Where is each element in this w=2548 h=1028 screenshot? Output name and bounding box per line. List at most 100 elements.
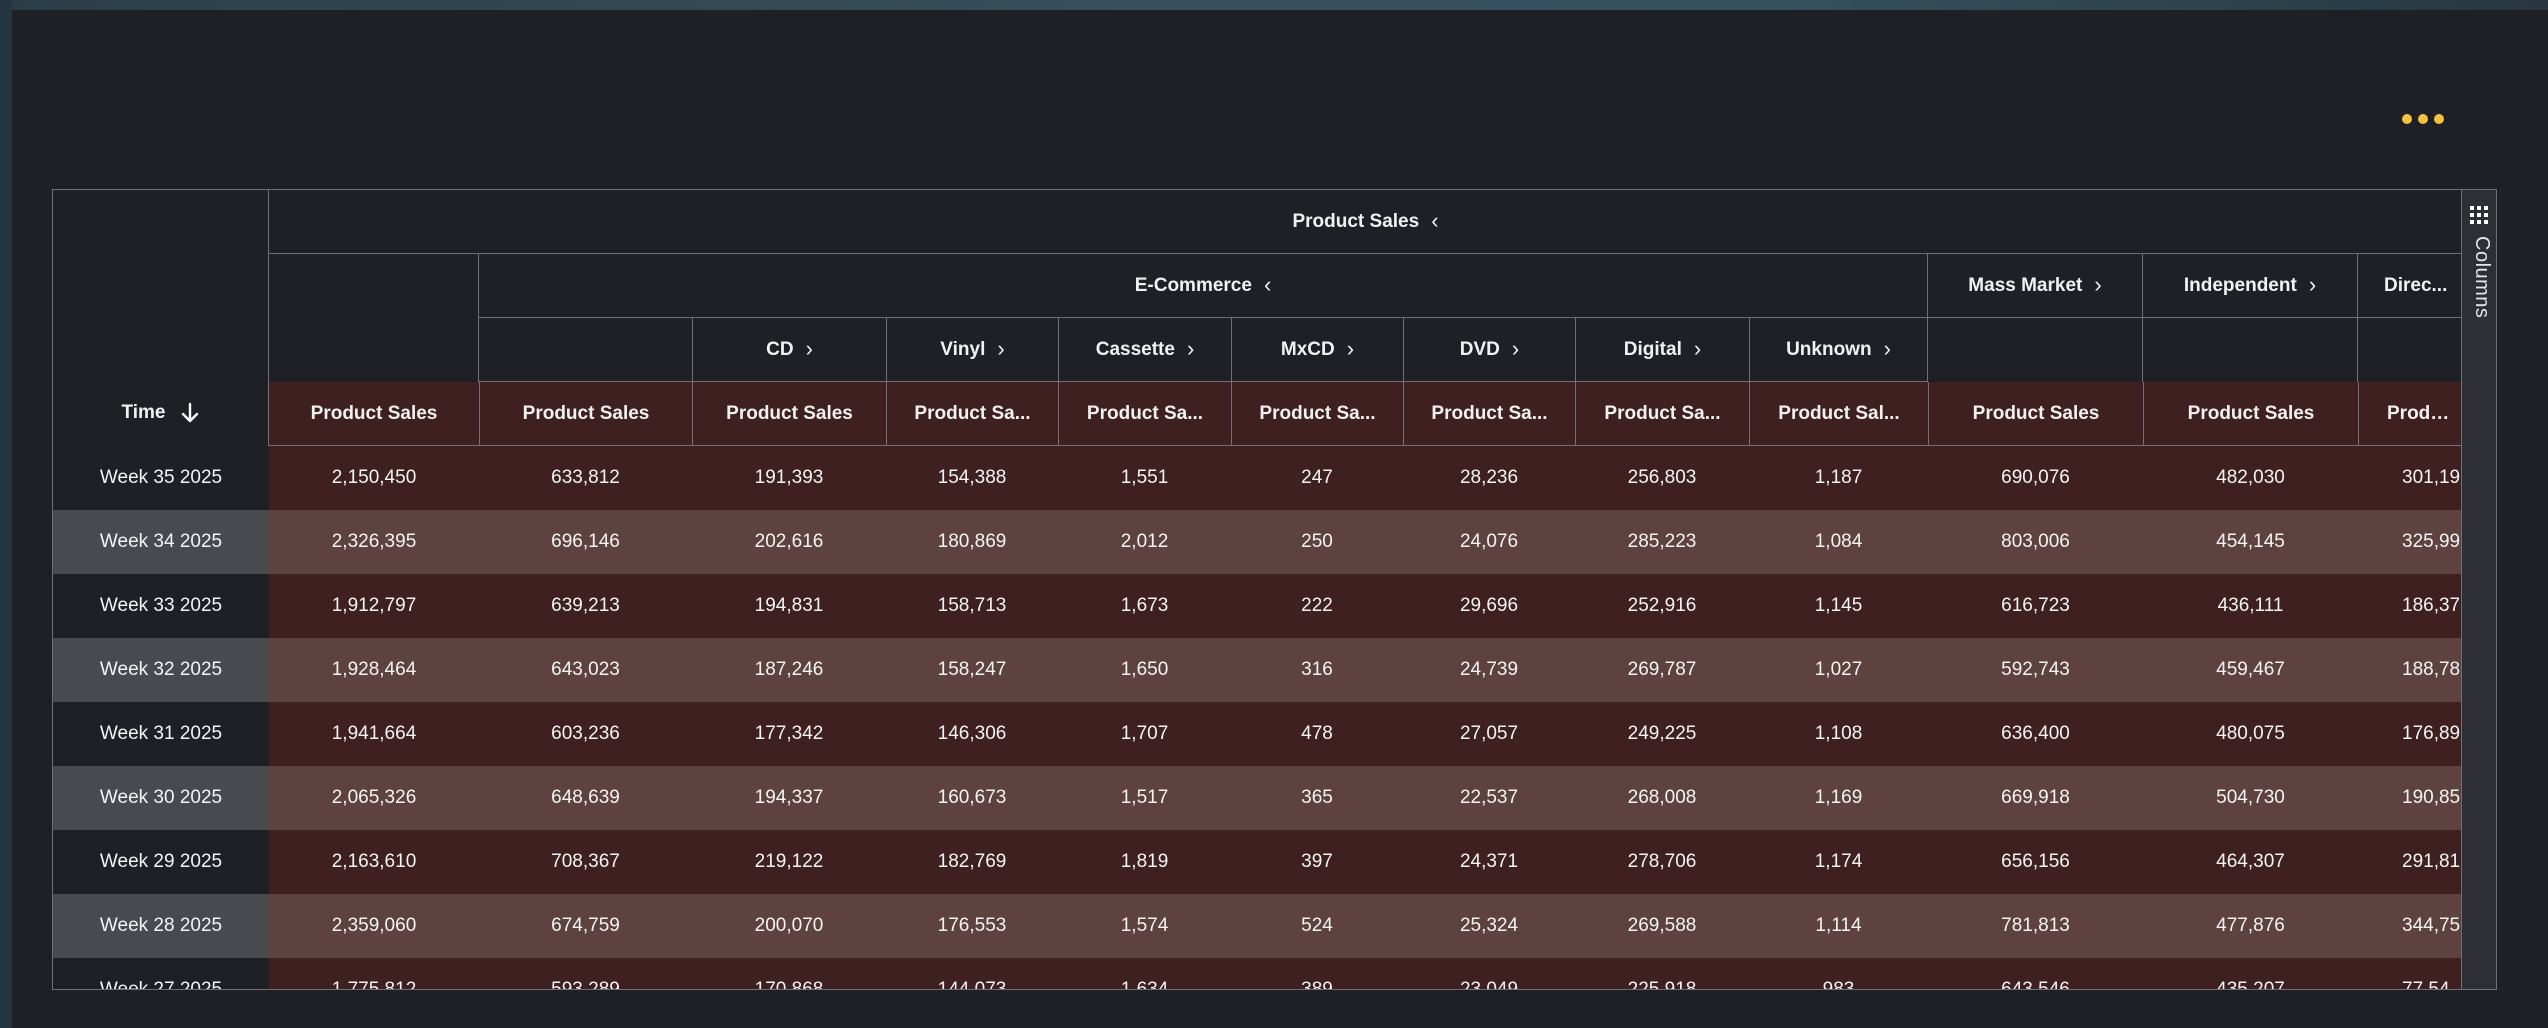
time-cell[interactable]: Week 28 2025 <box>53 894 269 958</box>
value-cell[interactable]: 29,696 <box>1403 574 1575 638</box>
value-cell[interactable]: 1,673 <box>1058 574 1231 638</box>
value-cell[interactable]: 1,517 <box>1058 766 1231 830</box>
value-cell[interactable]: 158,713 <box>886 574 1058 638</box>
value-cell[interactable]: 190,85 <box>2358 766 2462 830</box>
value-cell[interactable]: 2,326,395 <box>269 510 479 574</box>
measure-header-5[interactable]: Product Sa... <box>1231 382 1403 446</box>
measure-header-10[interactable]: Product Sales <box>2143 382 2358 446</box>
time-column-header[interactable]: Time <box>53 190 269 446</box>
value-cell[interactable]: 170,868 <box>692 958 886 989</box>
value-cell[interactable]: 247 <box>1231 446 1403 510</box>
value-cell[interactable]: 202,616 <box>692 510 886 574</box>
table-row[interactable]: Week 28 2025 2,359,060 674,759 200,070 176,5… <box>53 894 2496 958</box>
value-cell[interactable]: 1,187 <box>1749 446 1928 510</box>
table-row[interactable]: Week 32 2025 1,928,464 643,023 187,246 158,2… <box>53 638 2496 702</box>
value-cell[interactable]: 1,941,664 <box>269 702 479 766</box>
table-row[interactable]: Week 35 2025 2,150,450 633,812 191,393 154,3… <box>53 446 2496 510</box>
value-cell[interactable]: 200,070 <box>692 894 886 958</box>
value-cell[interactable]: 77,54 <box>2358 958 2462 989</box>
value-cell[interactable]: 22,537 <box>1403 766 1575 830</box>
value-cell[interactable]: 2,065,326 <box>269 766 479 830</box>
table-row[interactable]: Week 27 2025 1,775,812 593,289 170,868 144,0… <box>53 958 2496 989</box>
measure-header-1[interactable]: Product Sales <box>479 382 692 446</box>
value-cell[interactable]: 177,342 <box>692 702 886 766</box>
value-cell[interactable]: 1,775,812 <box>269 958 479 989</box>
measure-header-11[interactable]: Product <box>2358 382 2462 446</box>
columns-side-panel-toggle[interactable]: Columns <box>2461 190 2496 989</box>
value-cell[interactable]: 249,225 <box>1575 702 1749 766</box>
value-cell[interactable]: 397 <box>1231 830 1403 894</box>
value-cell[interactable]: 1,707 <box>1058 702 1231 766</box>
value-cell[interactable]: 1,551 <box>1058 446 1231 510</box>
table-row[interactable]: Week 33 2025 1,912,797 639,213 194,831 158,7… <box>53 574 2496 638</box>
value-cell[interactable]: 1,027 <box>1749 638 1928 702</box>
value-cell[interactable]: 633,812 <box>479 446 692 510</box>
table-row[interactable]: Week 34 2025 2,326,395 696,146 202,616 180,8… <box>53 510 2496 574</box>
more-options-button[interactable] <box>2402 110 2446 128</box>
value-cell[interactable]: 1,108 <box>1749 702 1928 766</box>
measure-header-8[interactable]: Product Sal... <box>1749 382 1928 446</box>
value-cell[interactable]: 285,223 <box>1575 510 1749 574</box>
chevron-right-icon[interactable]: › <box>997 335 1005 361</box>
value-cell[interactable]: 325,99 <box>2358 510 2462 574</box>
measure-header-2[interactable]: Product Sales <box>692 382 886 446</box>
independent-group-header[interactable]: Independent › <box>2143 254 2358 318</box>
value-cell[interactable]: 674,759 <box>479 894 692 958</box>
value-cell[interactable]: 593,289 <box>479 958 692 989</box>
value-cell[interactable]: 160,673 <box>886 766 1058 830</box>
time-cell[interactable]: Week 30 2025 <box>53 766 269 830</box>
value-cell[interactable]: 1,928,464 <box>269 638 479 702</box>
chevron-left-icon[interactable]: ‹ <box>1431 207 1439 233</box>
value-cell[interactable]: 482,030 <box>2143 446 2358 510</box>
value-cell[interactable]: 291,81 <box>2358 830 2462 894</box>
value-cell[interactable]: 389 <box>1231 958 1403 989</box>
channel-header-2[interactable]: Cassette › <box>1058 318 1231 382</box>
value-cell[interactable]: 250 <box>1231 510 1403 574</box>
value-cell[interactable]: 435,207 <box>2143 958 2358 989</box>
value-cell[interactable]: 176,89 <box>2358 702 2462 766</box>
value-cell[interactable]: 524 <box>1231 894 1403 958</box>
value-cell[interactable]: 24,739 <box>1403 638 1575 702</box>
value-cell[interactable]: 2,012 <box>1058 510 1231 574</box>
value-cell[interactable]: 191,393 <box>692 446 886 510</box>
value-cell[interactable]: 643,023 <box>479 638 692 702</box>
value-cell[interactable]: 27,057 <box>1403 702 1575 766</box>
measure-header-3[interactable]: Product Sa... <box>886 382 1058 446</box>
value-cell[interactable]: 781,813 <box>1928 894 2143 958</box>
time-cell[interactable]: Week 34 2025 <box>53 510 269 574</box>
value-cell[interactable]: 696,146 <box>479 510 692 574</box>
value-cell[interactable]: 219,122 <box>692 830 886 894</box>
value-cell[interactable]: 1,819 <box>1058 830 1231 894</box>
ecommerce-group-header[interactable]: E-Commerce ‹ <box>479 254 1928 318</box>
value-cell[interactable]: 477,876 <box>2143 894 2358 958</box>
value-cell[interactable]: 708,367 <box>479 830 692 894</box>
value-cell[interactable]: 656,156 <box>1928 830 2143 894</box>
value-cell[interactable]: 690,076 <box>1928 446 2143 510</box>
value-cell[interactable]: 1,912,797 <box>269 574 479 638</box>
value-cell[interactable]: 592,743 <box>1928 638 2143 702</box>
value-cell[interactable]: 344,75 <box>2358 894 2462 958</box>
direct-group-header[interactable]: Direc... <box>2358 254 2462 318</box>
chevron-right-icon[interactable]: › <box>1346 335 1355 361</box>
value-cell[interactable]: 23,049 <box>1403 958 1575 989</box>
chevron-left-icon[interactable]: ‹ <box>1263 271 1272 297</box>
value-cell[interactable]: 504,730 <box>2143 766 2358 830</box>
time-cell[interactable]: Week 27 2025 <box>53 958 269 989</box>
channel-header-5[interactable]: Digital › <box>1575 318 1749 382</box>
time-cell[interactable]: Week 33 2025 <box>53 574 269 638</box>
value-cell[interactable]: 146,306 <box>886 702 1058 766</box>
chevron-right-icon[interactable]: › <box>2308 271 2317 297</box>
value-cell[interactable]: 154,388 <box>886 446 1058 510</box>
value-cell[interactable]: 803,006 <box>1928 510 2143 574</box>
value-cell[interactable]: 1,145 <box>1749 574 1928 638</box>
value-cell[interactable]: 603,236 <box>479 702 692 766</box>
value-cell[interactable]: 301,19 <box>2358 446 2462 510</box>
value-cell[interactable]: 2,163,610 <box>269 830 479 894</box>
value-cell[interactable]: 639,213 <box>479 574 692 638</box>
mass-market-group-header[interactable]: Mass Market › <box>1928 254 2143 318</box>
value-cell[interactable]: 144,073 <box>886 958 1058 989</box>
value-cell[interactable]: 278,706 <box>1575 830 1749 894</box>
value-cell[interactable]: 464,307 <box>2143 830 2358 894</box>
value-cell[interactable]: 459,467 <box>2143 638 2358 702</box>
channel-header-0[interactable]: CD › <box>692 318 886 382</box>
